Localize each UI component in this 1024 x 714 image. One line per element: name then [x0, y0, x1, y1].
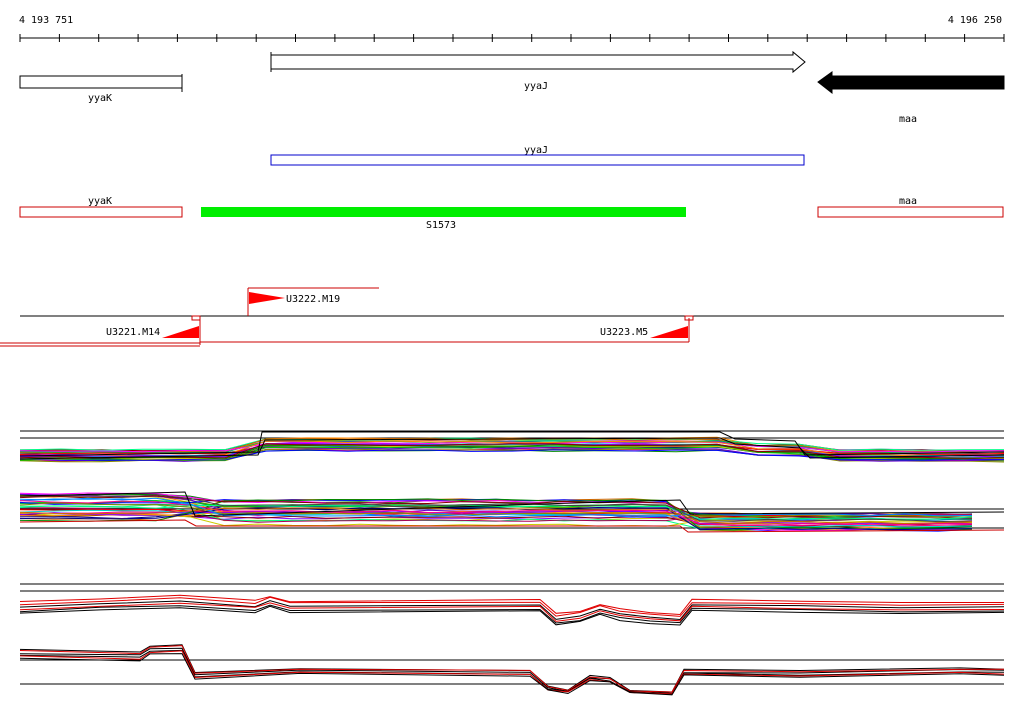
ruler-ticks — [19, 34, 1005, 42]
annotation-yyaj-label: yyaJ — [524, 145, 548, 156]
annotation-yyaj[interactable]: yyaJ — [270, 145, 805, 166]
gene-maa-label: maa — [899, 114, 917, 125]
signal-trace — [19, 604, 1005, 624]
signal-track-4[interactable] — [19, 644, 1005, 696]
marker-u3222-m19-flag-icon — [249, 292, 285, 304]
gene-maa-arrow[interactable] — [817, 71, 1005, 95]
gene-maa[interactable]: maa — [817, 71, 1005, 125]
signal-trace — [19, 492, 973, 531]
gene-yyaj-arrow[interactable] — [270, 50, 806, 74]
ruler-start-label: 4 193 751 — [19, 15, 73, 26]
annotation-yyaj-box[interactable] — [270, 154, 805, 166]
signal-trace — [19, 600, 1005, 621]
marker-u3223-m5-flag-icon — [650, 326, 688, 338]
segment-s1573-bar[interactable] — [201, 207, 686, 217]
signal-trace — [19, 602, 1005, 622]
signal-trace — [19, 449, 1005, 461]
signal-trace — [19, 507, 973, 531]
signal-trace — [19, 495, 973, 519]
annotation-yyak-label: yyaK — [88, 196, 112, 207]
annotation-maa-box[interactable] — [817, 206, 1004, 218]
signal-trace — [19, 519, 1005, 533]
signal-trace — [19, 431, 1005, 457]
marker-u3221-m14-label: U3221.M14 — [106, 327, 160, 338]
signal-trace — [19, 605, 1005, 626]
signal-track-1[interactable] — [19, 430, 1005, 463]
gene-yyak-box[interactable] — [19, 75, 183, 89]
signal-trace — [19, 443, 1005, 459]
signal-trace — [19, 645, 1005, 693]
annotation-maa-label: maa — [899, 196, 917, 207]
ruler-end-label: 4 196 250 — [948, 15, 1002, 26]
gene-yyaj[interactable]: yyaJ — [270, 50, 806, 92]
segment-s1573[interactable]: S1573 — [201, 207, 686, 231]
signal-track-3[interactable] — [19, 583, 1005, 626]
annotation-yyak[interactable]: yyaK — [19, 196, 183, 218]
signal-track-2-traces — [19, 491, 1005, 533]
signal-track-1-traces — [19, 431, 1005, 463]
coordinate-ruler: 4 193 751 4 196 250 — [19, 15, 1005, 42]
signal-trace — [19, 491, 1005, 517]
signal-trace — [19, 500, 973, 527]
marker-u3221-m14-flag-icon — [162, 326, 199, 338]
gene-yyaj-label: yyaJ — [524, 81, 548, 92]
marker-u3222-m19-label: U3222.M19 — [286, 294, 340, 305]
marker-row: U3222.M19 U3221.M14 U3223.M5 — [0, 287, 1004, 347]
annotation-maa[interactable]: maa — [817, 196, 1004, 218]
signal-trace — [19, 502, 973, 519]
signal-trace — [19, 497, 973, 518]
signal-trace — [19, 594, 1004, 616]
segment-s1573-label: S1573 — [426, 220, 456, 231]
signal-trace — [19, 507, 973, 525]
annotation-yyak-box[interactable] — [19, 206, 183, 218]
marker-u3223-m5[interactable]: U3223.M5 — [200, 315, 694, 343]
marker-u3221-m14-box — [191, 315, 201, 321]
gene-yyak[interactable]: yyaK — [19, 74, 183, 104]
signal-trace — [19, 653, 1005, 696]
annotation-rows: yyaJ yyaK maa S1573 — [19, 145, 1004, 231]
marker-u3222-m19[interactable]: U3222.M19 — [247, 287, 379, 316]
signal-tracks — [19, 430, 1005, 696]
gene-yyak-label: yyaK — [88, 93, 112, 104]
marker-u3221-m14[interactable]: U3221.M14 — [0, 315, 201, 347]
signal-trace — [19, 650, 1005, 695]
signal-trace — [19, 441, 1005, 453]
signal-trace — [19, 596, 1005, 617]
signal-track-3-traces — [19, 594, 1005, 626]
signal-track-4-traces — [19, 644, 1005, 696]
gene-row: yyaK yyaJ maa — [19, 50, 1005, 125]
signal-track-2[interactable] — [19, 491, 1005, 533]
signal-trace — [19, 437, 1005, 460]
signal-trace — [19, 494, 973, 523]
marker-u3223-m5-label: U3223.M5 — [600, 327, 648, 338]
